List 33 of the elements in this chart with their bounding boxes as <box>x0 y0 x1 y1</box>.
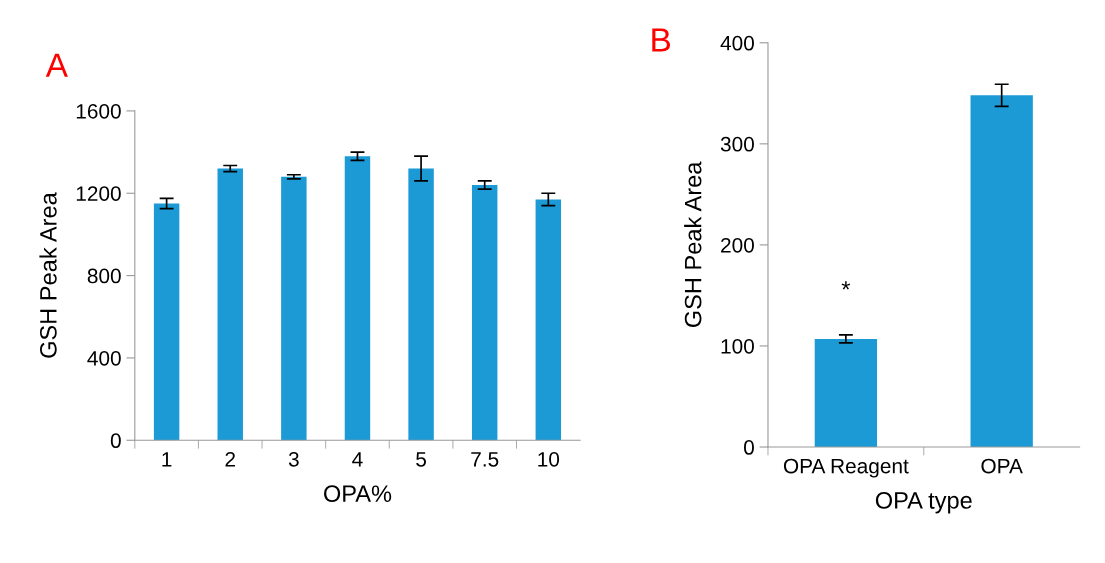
x-tick-label: OPA Reagent <box>783 458 909 478</box>
x-axis-title: OPA% <box>324 485 392 503</box>
x-axis-title: OPA type <box>875 492 972 514</box>
bar <box>217 168 243 441</box>
y-tick-label: 800 <box>87 268 121 284</box>
chart-title: B <box>652 28 671 52</box>
bar <box>153 203 180 441</box>
y-tick-label: 1600 <box>76 103 121 119</box>
x-tick-label: 4 <box>352 452 363 467</box>
chart-title: A <box>45 53 68 77</box>
x-tick-label: 2 <box>225 451 235 467</box>
bar <box>281 176 307 441</box>
y-axis-title: GSH Peak Area <box>684 161 702 328</box>
y-tick-label: 200 <box>721 237 754 253</box>
y-tick-label: 0 <box>110 433 121 449</box>
y-tick-label: 1200 <box>76 186 121 201</box>
x-tick-label: 1 <box>162 452 172 467</box>
bar <box>471 185 498 441</box>
bar <box>344 156 371 441</box>
y-tick-label: 300 <box>720 136 754 152</box>
y-tick-label: 400 <box>87 350 121 366</box>
x-tick-label: 3 <box>288 451 299 467</box>
x-tick-label: 7.5 <box>471 452 499 467</box>
x-tick-label: 10 <box>538 451 560 467</box>
x-tick-label: 5 <box>416 452 426 467</box>
y-tick-label: 0 <box>744 440 754 455</box>
bar <box>535 199 562 441</box>
y-tick-label: 100 <box>721 338 754 354</box>
y-axis-title: GSH Peak Area <box>39 192 57 358</box>
y-tick-label: 400 <box>720 35 754 51</box>
x-tick-label: OPA <box>981 458 1023 474</box>
bar <box>408 168 434 441</box>
annotation: * <box>841 281 851 290</box>
